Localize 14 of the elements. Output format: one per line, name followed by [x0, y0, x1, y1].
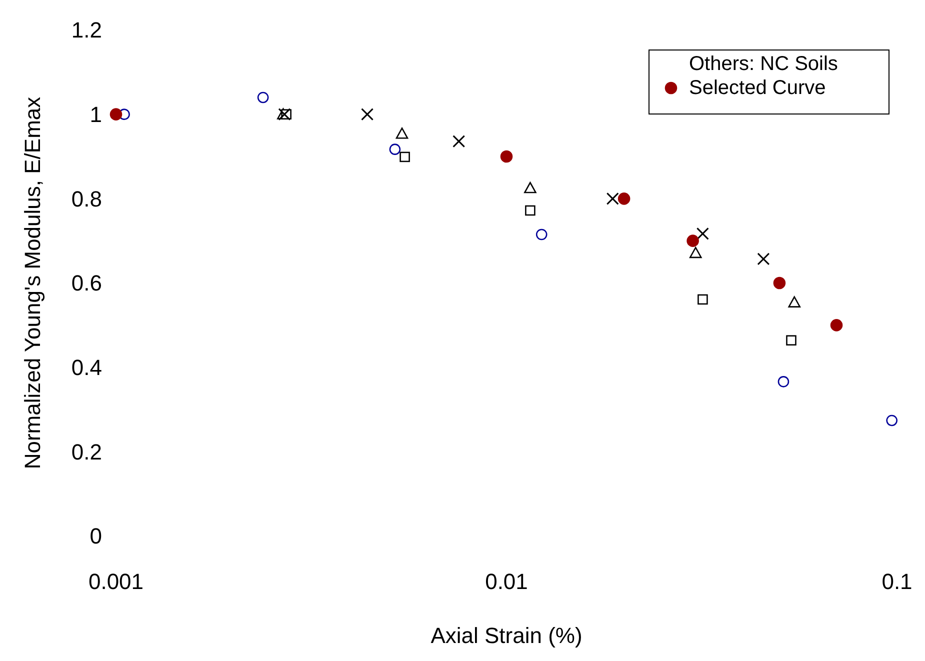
x-tick-label: 0.01 [485, 569, 528, 594]
legend-label: Selected Curve [689, 77, 826, 99]
x-tick-label: 0.001 [88, 569, 144, 594]
x-axis-title: Axial Strain (%) [430, 623, 582, 648]
y-tick-label: 1.2 [71, 18, 102, 43]
y-tick-label: 0.6 [71, 270, 102, 296]
y-tick-label: 0 [90, 524, 102, 549]
y-axis-title: Normalized Young's Modulus, E/Emax [20, 96, 45, 470]
legend-title: Others: NC Soils [689, 53, 838, 75]
x-tick-label: 0.1 [882, 569, 912, 594]
y-tick-label: 0.8 [71, 186, 102, 212]
y-tick-label: 0.2 [71, 439, 102, 464]
y-tick-label: 1 [90, 102, 102, 128]
y-tick-label: 0.4 [71, 355, 102, 380]
